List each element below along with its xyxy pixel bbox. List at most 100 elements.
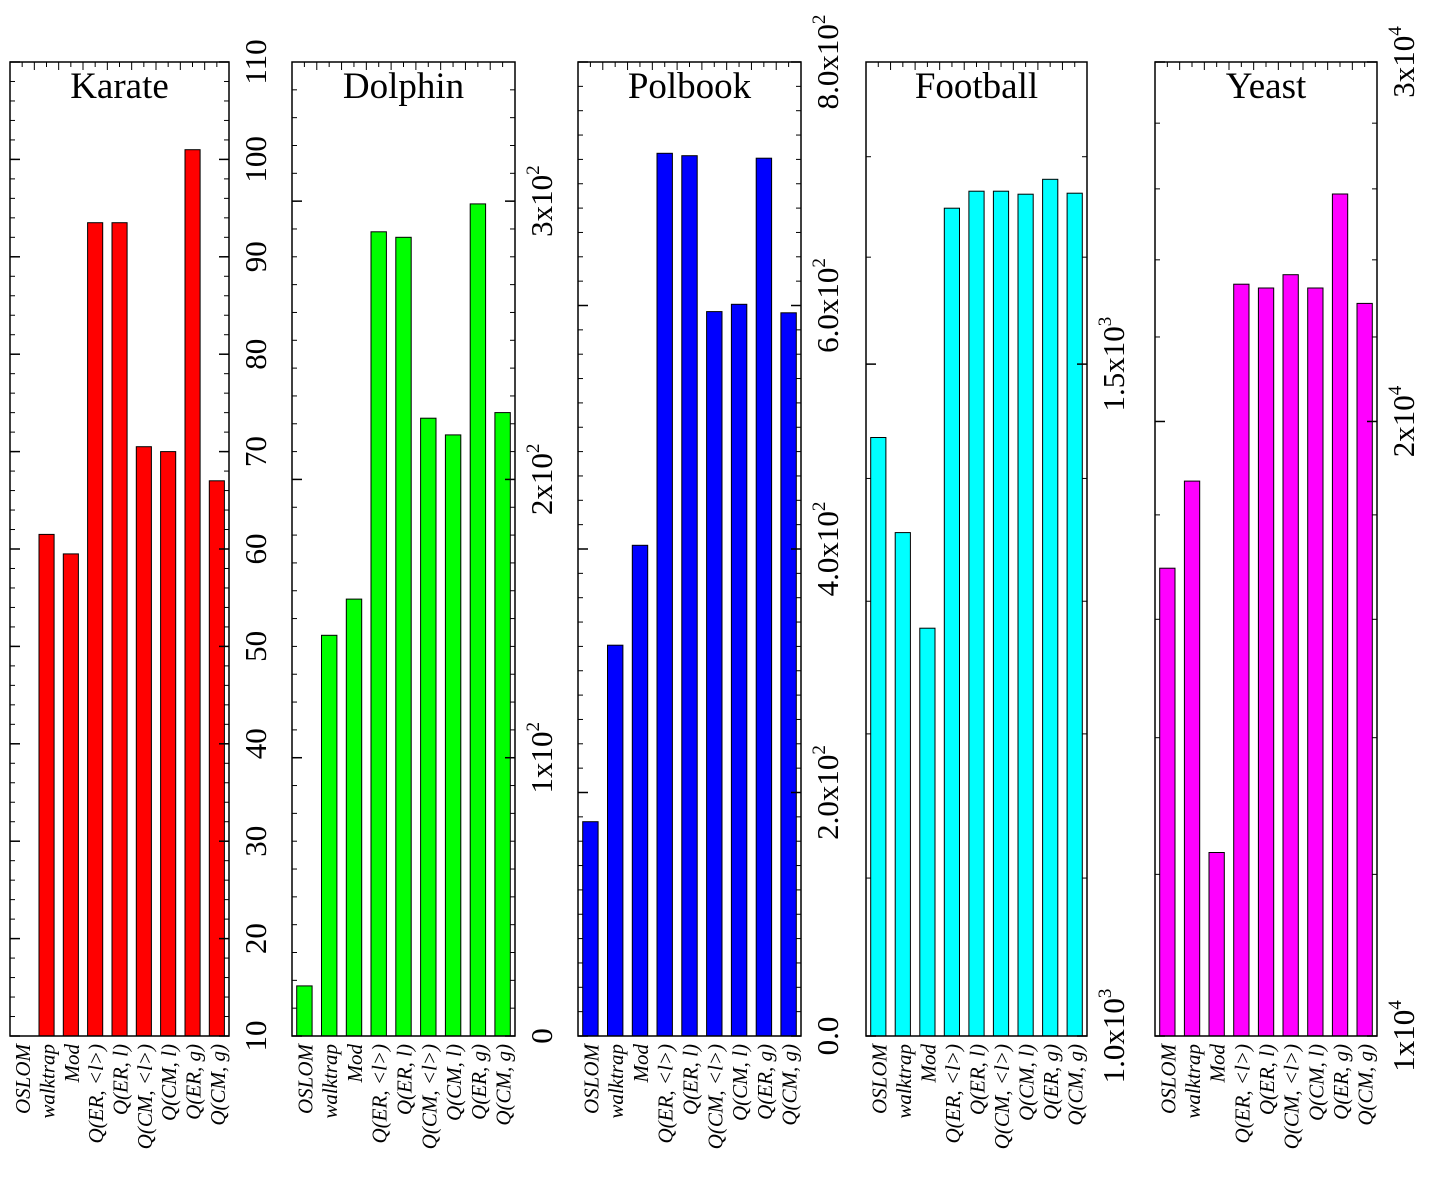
tick-label-1x10-4: 1x104 [1385, 1000, 1421, 1072]
category-label-q-er-g: Q(ER, g) [753, 1044, 777, 1120]
tick-label-1x10-2: 1x102 [523, 722, 559, 794]
category-label-q-cm-g: Q(CM, g) [1064, 1044, 1088, 1126]
tick-label-30: 30 [238, 826, 273, 857]
bar-football-q-er-l [968, 190, 985, 1037]
bar-yeast-q-er-l [1233, 283, 1250, 1037]
bar-dolphin-q-cm-l [444, 434, 462, 1037]
category-label-q-er-g: Q(ER, g) [1329, 1044, 1353, 1120]
bar-karate-mod [62, 553, 79, 1037]
bar-dolphin-mod [345, 598, 363, 1037]
bar-football-q-er-l [943, 207, 960, 1037]
category-label-walktrap: walktrap [604, 1044, 628, 1119]
category-label-mod: Mod [1206, 1044, 1230, 1084]
category-label-q-cm-g: Q(CM, g) [778, 1044, 802, 1126]
tick-label-80: 80 [238, 339, 273, 370]
bar-karate-q-cm-l [160, 451, 177, 1037]
bar-football-mod [919, 627, 936, 1037]
tick-label-0: 0 [524, 1028, 559, 1044]
tick-label-90: 90 [238, 241, 273, 272]
bar-football-walktrap [894, 532, 911, 1037]
bar-karate-walktrap [38, 533, 55, 1037]
tick-label-70: 70 [238, 436, 273, 467]
category-label-q-er-l: Q(ER, l) [679, 1044, 703, 1115]
tick-label-3x10-4: 3x104 [1385, 26, 1421, 98]
category-label-q-cm-l: Q(CM, l) [442, 1044, 466, 1121]
category-label-q-cm-l: Q(CM, l) [1304, 1044, 1328, 1121]
bar-polbook-mod [631, 544, 649, 1037]
category-label-q-er-l: Q(ER, <l>) [1230, 1044, 1254, 1143]
category-label-q-cm-l: Q(CM, <l>) [1280, 1044, 1304, 1149]
category-label-q-cm-l: Q(CM, <l>) [417, 1044, 441, 1149]
bar-yeast-q-er-l [1257, 287, 1275, 1037]
bar-dolphin-oslom [296, 985, 313, 1037]
tick-label-6-0x10-2: 6.0x102 [809, 258, 845, 353]
tick-label-4-0x10-2: 4.0x102 [809, 502, 845, 597]
bar-polbook-q-er-g [755, 157, 773, 1037]
tick-label-1-5x10-3: 1.5x103 [1095, 317, 1131, 412]
category-label-q-cm-l: Q(CM, l) [157, 1044, 181, 1121]
category-label-q-er-l: Q(ER, <l>) [84, 1044, 108, 1143]
bar-yeast-q-cm-l [1307, 287, 1324, 1037]
panel-title: Dolphin [343, 66, 464, 107]
bar-dolphin-q-cm-l [420, 417, 437, 1037]
bar-yeast-q-er-g [1331, 193, 1349, 1037]
bar-karate-q-er-l [87, 222, 104, 1037]
tick-label-1-0x10-3: 1.0x103 [1095, 989, 1131, 1084]
category-label-walktrap: walktrap [1181, 1044, 1205, 1119]
category-label-q-cm-g: Q(CM, g) [1354, 1044, 1378, 1126]
bar-football-q-cm-g [1066, 192, 1083, 1037]
bar-polbook-q-cm-g [780, 312, 797, 1037]
bar-dolphin-q-cm-g [494, 412, 511, 1037]
category-label-q-cm-l: Q(CM, <l>) [133, 1044, 157, 1149]
category-label-q-er-g: Q(ER, g) [182, 1044, 206, 1120]
bar-dolphin-q-er-g [469, 203, 487, 1037]
category-label-oslom: OSLOM [579, 1043, 603, 1115]
bar-karate-q-er-l [111, 222, 128, 1037]
bar-polbook-oslom [582, 821, 599, 1037]
bar-polbook-q-er-l [656, 152, 673, 1037]
bar-yeast-mod [1208, 852, 1225, 1037]
category-label-q-er-l: Q(ER, <l>) [941, 1044, 965, 1143]
tick-label-10: 10 [238, 1021, 273, 1052]
bar-karate-q-cm-g [208, 480, 225, 1037]
category-label-mod: Mod [343, 1044, 367, 1084]
category-label-walktrap: walktrap [318, 1044, 342, 1119]
tick-label-0-0: 0.0 [810, 1017, 845, 1056]
category-label-q-er-l: Q(ER, l) [109, 1044, 133, 1115]
category-label-q-cm-g: Q(CM, g) [206, 1044, 230, 1126]
bar-football-q-er-g [1042, 178, 1059, 1037]
panel-title: Yeast [1226, 66, 1307, 107]
category-label-q-cm-l: Q(CM, <l>) [703, 1044, 727, 1149]
panel-polbook: 0.0 2.0x102 4.0x102 6.0x102 8.0x102 Polbook OS… [577, 15, 845, 1149]
tick-label-100: 100 [238, 136, 273, 183]
bar-yeast-q-cm-g [1356, 302, 1373, 1037]
category-label-oslom: OSLOM [1156, 1043, 1180, 1115]
tick-label-2x10-2: 2x102 [523, 444, 559, 516]
panel-karate: 10 20 30 40 50 60 70 80 90 100 110 Karate OSLOM walkt… [9, 39, 273, 1149]
category-label-walktrap: walktrap [36, 1044, 60, 1119]
category-label-q-er-l: Q(ER, <l>) [368, 1044, 392, 1143]
bar-polbook-q-er-l [681, 155, 698, 1037]
tick-label-2-0x10-2: 2.0x102 [809, 745, 845, 840]
category-label-oslom: OSLOM [867, 1043, 891, 1115]
bar-karate-q-cm-l [135, 446, 152, 1037]
category-label-walktrap: walktrap [892, 1044, 916, 1119]
tick-label-50: 50 [238, 631, 273, 662]
bar-yeast-walktrap [1183, 480, 1201, 1037]
category-label-q-er-g: Q(ER, g) [467, 1044, 491, 1120]
panel-title: Karate [70, 66, 169, 107]
category-label-q-er-l: Q(ER, l) [393, 1044, 417, 1115]
bar-football-q-cm-l [992, 190, 1010, 1037]
tick-label-2x10-4: 2x104 [1385, 385, 1421, 457]
tick-label-20: 20 [238, 923, 273, 954]
panel-title: Football [915, 66, 1038, 107]
bar-yeast-oslom [1159, 567, 1176, 1037]
tick-label-40: 40 [238, 728, 273, 759]
category-label-q-er-l: Q(ER, <l>) [654, 1044, 678, 1143]
category-label-q-cm-l: Q(CM, l) [1015, 1044, 1039, 1121]
bar-dolphin-q-er-l [370, 231, 387, 1037]
bar-polbook-q-cm-l [730, 303, 748, 1037]
tick-label-8-0x10-2: 8.0x102 [809, 15, 845, 110]
